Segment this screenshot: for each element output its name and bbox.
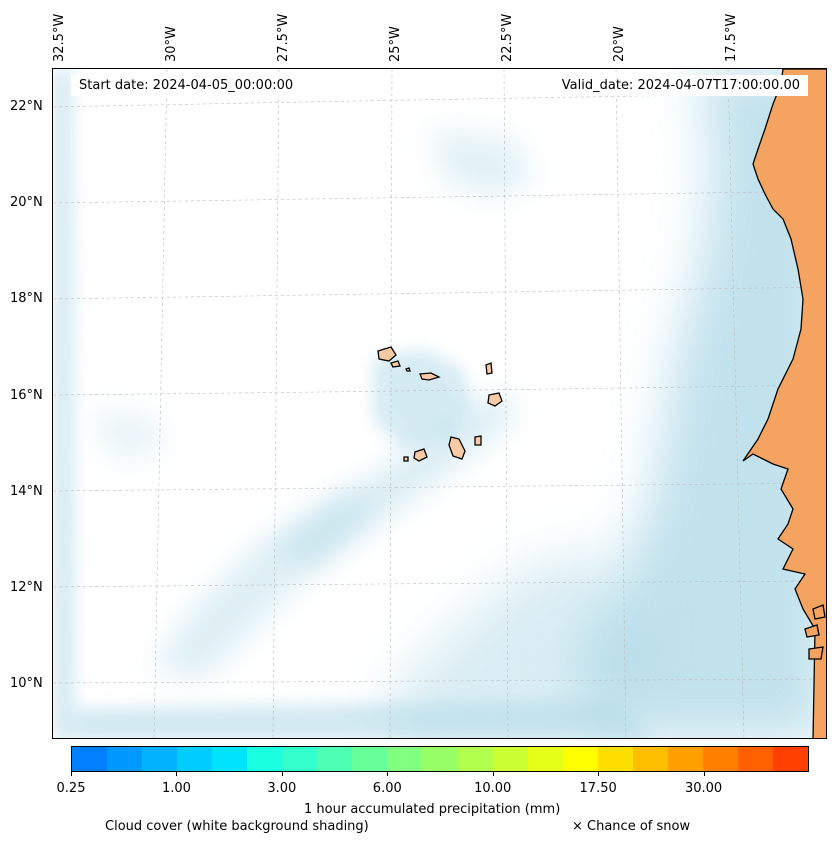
colorbar-tick-label: 10.00 <box>474 781 512 796</box>
colorbar-segment <box>142 747 178 771</box>
bijagos-island-2 <box>804 624 820 638</box>
colorbar-tickmark <box>598 772 600 776</box>
cape-verde-islands <box>377 346 503 462</box>
latitude-label: 12°N <box>10 580 43 595</box>
longitude-label: 27.5°W <box>276 13 291 62</box>
island-santiago <box>448 436 466 460</box>
colorbar-segment <box>737 747 773 771</box>
colorbar-segment <box>107 747 143 771</box>
colorbar-tickmark <box>176 772 178 776</box>
longitude-label: 32.5°W <box>52 13 67 62</box>
valid-date-label: Valid_date: 2024-04-07T17:00:00.00 <box>553 75 808 96</box>
snow-chance-note: × Chance of snow <box>572 819 691 834</box>
colorbar-segment <box>597 747 633 771</box>
latitude-label: 20°N <box>10 195 43 210</box>
cloud-bottom-strip <box>73 699 652 738</box>
colorbar-segment <box>457 747 493 771</box>
start-date-label: Start date: 2024-04-05_00:00:00 <box>71 75 302 96</box>
colorbar-tickmark <box>71 772 72 776</box>
island-brava <box>403 456 409 462</box>
longitude-label: 22.5°W <box>500 13 515 62</box>
colorbar-segment <box>772 747 808 771</box>
colorbar-tick-label: 17.50 <box>579 781 617 796</box>
latitude-label: 18°N <box>10 291 43 306</box>
cloud-mid-west <box>93 409 163 459</box>
longitude-label: 17.5°W <box>724 13 739 62</box>
colorbar-segment <box>247 747 283 771</box>
bijagos-island-1 <box>812 604 826 620</box>
cloud-islands-patch <box>373 349 473 449</box>
colorbar-segment <box>212 747 248 771</box>
cloud-north-patch <box>433 129 533 199</box>
colorbar-segment <box>702 747 738 771</box>
colorbar-tickmark <box>492 772 494 776</box>
colorbar-tickmark <box>703 772 705 776</box>
cloud-east-band <box>573 69 826 738</box>
longitude-label: 20°W <box>612 26 627 62</box>
colorbar-segment <box>352 747 388 771</box>
island-sao-vicente <box>390 360 401 368</box>
colorbar-tick-label: 6.00 <box>372 781 402 796</box>
island-sao-nicolau <box>419 372 441 381</box>
colorbar-tick-label: 1.00 <box>161 781 191 796</box>
colorbar-segment <box>632 747 668 771</box>
map-canvas <box>53 69 826 738</box>
precipitation-colorbar <box>71 746 809 772</box>
colorbar-segment <box>422 747 458 771</box>
colorbar-segment <box>282 747 318 771</box>
longitude-label: 25°W <box>388 26 403 62</box>
colorbar-segment <box>317 747 353 771</box>
colorbar-segment <box>492 747 528 771</box>
graticule <box>53 69 826 738</box>
cloud-south-band <box>383 549 653 738</box>
colorbar-tick-label: 30.00 <box>684 781 723 796</box>
island-boa-vista <box>487 392 503 407</box>
island-maio <box>474 435 482 446</box>
colorbar-tick-label: 0.25 <box>56 781 86 796</box>
colorbar-segment <box>72 747 108 771</box>
latitude-label: 10°N <box>10 676 43 691</box>
latitude-label: 22°N <box>10 99 43 114</box>
colorbar-segment <box>667 747 703 771</box>
cloud-west-edge <box>53 69 75 738</box>
colorbar-tickmark <box>281 772 283 776</box>
island-fogo <box>413 448 428 462</box>
map-panel[interactable] <box>52 68 827 739</box>
colorbar-segment <box>562 747 598 771</box>
colorbar-segment <box>527 747 563 771</box>
island-sal <box>485 362 493 375</box>
island-santa-luzia <box>405 367 411 372</box>
island-santo-antao <box>377 346 397 362</box>
mainland-west-africa <box>742 69 826 738</box>
latitude-label: 16°N <box>10 388 43 403</box>
colorbar-tickmark <box>387 772 389 776</box>
colorbar-tick-label: 3.00 <box>267 781 297 796</box>
colorbar-segment <box>387 747 423 771</box>
colorbar-segment <box>177 747 213 771</box>
colorbar-title: 1 hour accumulated precipitation (mm) <box>304 802 561 817</box>
bijagos-island-3 <box>808 646 824 660</box>
cloud-cover-layer <box>53 69 826 738</box>
longitude-label: 30°W <box>164 26 179 62</box>
cloud-cover-note: Cloud cover (white background shading) <box>105 819 369 834</box>
latitude-label: 14°N <box>10 484 43 499</box>
